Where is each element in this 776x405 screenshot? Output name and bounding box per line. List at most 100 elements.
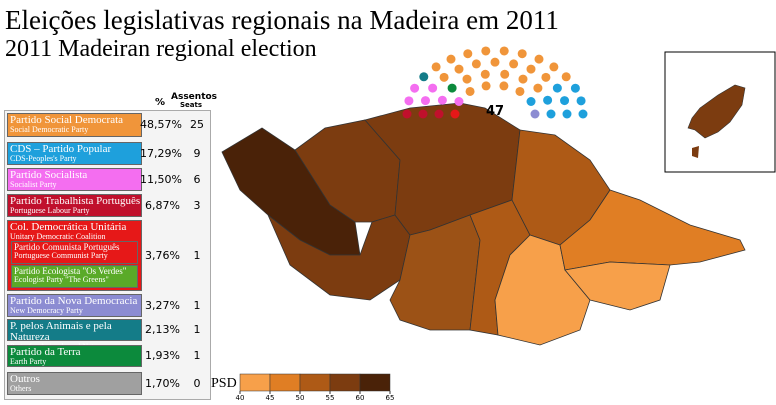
seat (490, 57, 500, 67)
party-row: Partido Social Democrata Social Democrati… (5, 113, 210, 137)
party-seats: 1 (193, 323, 201, 336)
party-percent: 2,13% (145, 323, 180, 336)
party-name: Partido da Terra (10, 346, 81, 358)
seat (450, 109, 460, 119)
seat (533, 83, 543, 93)
seat (534, 54, 544, 64)
legend-swatch (299, 373, 331, 392)
legend-tick-label: 40 (236, 394, 245, 402)
party-box: Partido Trabalhista Português Portuguese … (7, 194, 142, 217)
seat (530, 109, 540, 119)
member-name: Partido Ecologista "Os Verdes" (14, 266, 127, 276)
party-english: Portuguese Labour Party (10, 206, 90, 215)
seat (419, 72, 429, 82)
seat (463, 49, 473, 59)
party-name: Partido Trabalhista Português (10, 195, 141, 207)
seat (404, 96, 414, 106)
party-percent: 11,50% (140, 172, 182, 186)
party-box: Outros Others (7, 372, 142, 395)
party-english: CDS-Peoples's Party (10, 154, 77, 163)
party-name: Partido da Nova Democracia (10, 295, 138, 307)
party-box: Partido Socialista Socialist Party (7, 168, 142, 191)
legend-tick-label: 60 (356, 394, 365, 402)
porto-santo (687, 84, 746, 139)
percent-header: % (155, 97, 166, 108)
seat (480, 69, 490, 79)
seat (570, 83, 580, 93)
party-seats: 1 (193, 248, 201, 262)
seat (446, 54, 456, 64)
party-percent: 1,93% (145, 349, 180, 362)
member-english: Ecologist Party "The Greens" (14, 275, 109, 284)
seat (509, 59, 519, 69)
region (559, 189, 746, 271)
legend-swatch (239, 373, 271, 392)
party-row: Outros Others 1,70% 0 (5, 372, 210, 395)
seat (541, 72, 551, 82)
seat (428, 83, 438, 93)
seat (549, 62, 559, 72)
legend-swatch (329, 373, 361, 392)
party-box: Col. Democrática Unitária Unitary Democra… (7, 220, 142, 291)
seat (515, 86, 525, 96)
party-box: Partido da Nova Democracia New Democracy … (7, 294, 142, 317)
seat (437, 95, 447, 105)
party-row: Partido Socialista Socialist Party 11,50% 6 (5, 168, 210, 191)
party-seats: 3 (193, 198, 201, 212)
party-name: Partido Socialista (10, 169, 88, 181)
legend-tick-label: 50 (296, 394, 305, 402)
party-name: P. pelos Animais e pela Natureza (10, 320, 112, 343)
seat (543, 95, 553, 105)
seat (560, 96, 570, 106)
party-percent: 3,76% (145, 248, 180, 262)
party-row: Partido Trabalhista Português Portuguese … (5, 194, 210, 217)
legend-swatch (269, 373, 301, 392)
party-box: Partido Social Democrata Social Democrati… (7, 113, 142, 137)
seat (465, 86, 475, 96)
party-english: Unitary Democratic Coalition (10, 232, 106, 241)
seat (578, 109, 588, 119)
party-row: Col. Democrática Unitária Unitary Democra… (5, 220, 210, 291)
legend-label: PSD (211, 376, 237, 391)
seat (526, 97, 536, 107)
seat (454, 97, 464, 107)
member-name: Partido Comunista Português (14, 242, 120, 252)
party-percent: 48,57% (140, 118, 182, 131)
seats-header: Assentos (171, 92, 218, 102)
seat (499, 46, 509, 56)
party-percent: 17,29% (140, 146, 182, 160)
seats-header-en: Seats (180, 101, 203, 109)
seat (552, 83, 562, 93)
party-box: Partido da Terra Earth Party (7, 345, 142, 367)
seat (462, 74, 472, 84)
party-name: Col. Democrática Unitária (10, 221, 127, 233)
seat (402, 109, 412, 119)
party-english: Socialist Party (10, 180, 57, 189)
seat (546, 109, 556, 119)
party-percent: 3,27% (145, 298, 180, 312)
seat (410, 83, 420, 93)
seat (439, 72, 449, 82)
seat (500, 69, 510, 79)
results-table: Partido Social Democrata Social Democrati… (4, 110, 211, 400)
seat (499, 81, 509, 91)
party-seats: 9 (193, 146, 201, 160)
party-row: Partido da Nova Democracia New Democracy … (5, 294, 210, 317)
party-seats: 6 (193, 172, 201, 186)
legend-swatch (359, 373, 391, 392)
seat (576, 96, 586, 106)
seat (526, 64, 536, 74)
seat (454, 64, 464, 74)
seat (431, 62, 441, 72)
party-seats: 25 (190, 118, 204, 131)
party-percent: 1,70% (145, 376, 180, 390)
party-row: Partido da Terra Earth Party 1,93% 1 (5, 345, 210, 367)
party-english: Others (10, 384, 32, 393)
member-box: Partido Comunista Português Portuguese Co… (11, 241, 138, 264)
party-percent: 6,87% (145, 198, 180, 212)
total-seats: 47 (486, 104, 504, 119)
seat (562, 109, 572, 119)
party-row: CDS – Partido Popular CDS-Peoples's Party… (5, 142, 210, 165)
